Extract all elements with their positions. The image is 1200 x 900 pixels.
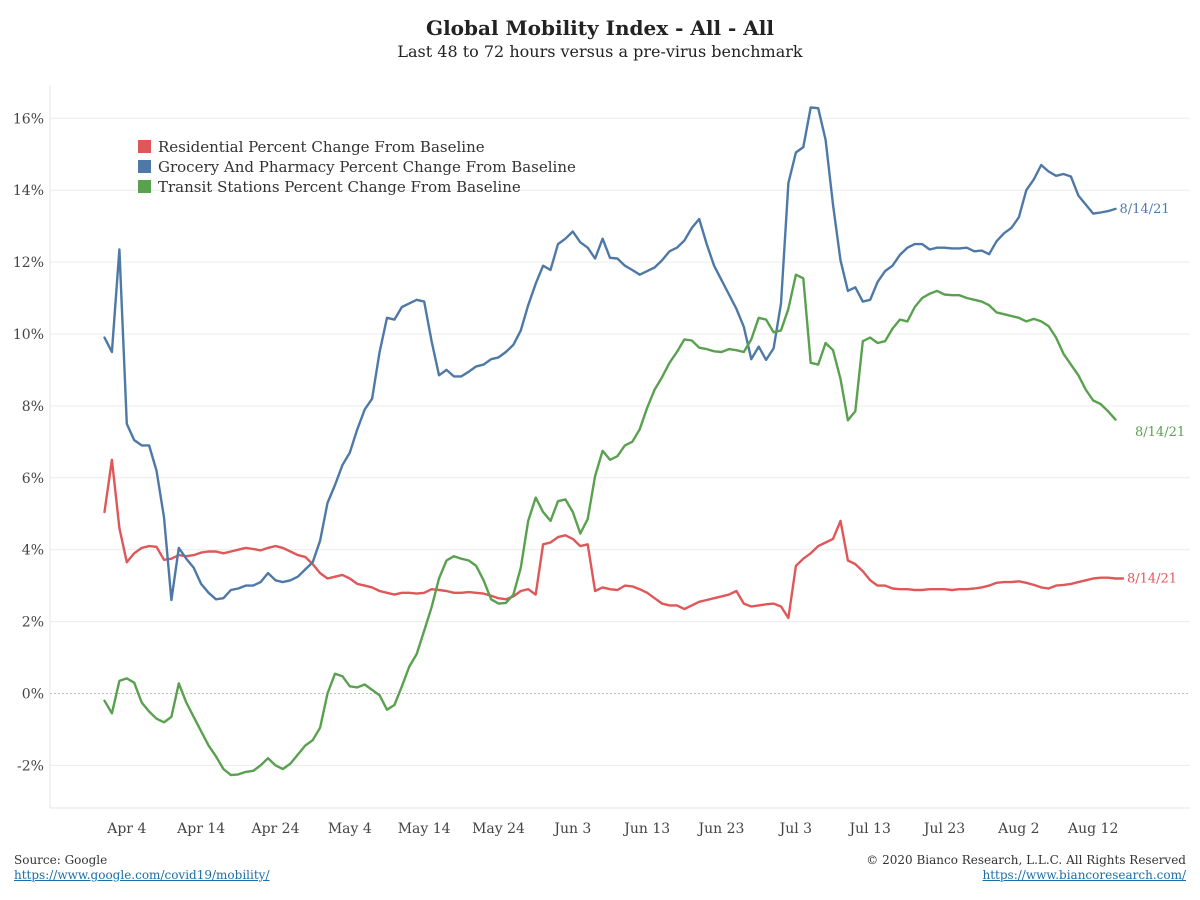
site-link[interactable]: https://www.biancoresearch.com/: [982, 868, 1186, 882]
legend-label: Transit Stations Percent Change From Bas…: [158, 178, 521, 196]
x-axis: Apr 4 Apr 14 Apr 24 May 4 May 14 May 24 Jun 3 J…: [50, 807, 1190, 837]
x-tick-label: Aug 12: [1067, 821, 1118, 837]
legend-label: Grocery And Pharmacy Percent Change From…: [158, 158, 576, 176]
y-tick-label: 10%: [13, 327, 44, 343]
legend-swatch: [138, 140, 151, 153]
copyright-text: © 2020 Bianco Research, L.L.C. All Right…: [866, 853, 1186, 867]
y-tick-label: 8%: [22, 399, 44, 415]
x-tick-label: Jun 3: [552, 821, 591, 837]
series-end-labels: 8/14/21 8/14/21 8/14/21: [1120, 202, 1186, 587]
source-block: Source: Google https://www.google.com/co…: [14, 853, 269, 883]
x-tick-label: Aug 2: [997, 821, 1039, 837]
x-tick-label: Jun 23: [697, 821, 745, 837]
y-tick-label: 4%: [22, 543, 44, 559]
y-tick-label: -2%: [17, 758, 44, 774]
copyright-block: © 2020 Bianco Research, L.L.C. All Right…: [866, 853, 1186, 883]
x-tick-label: Jul 23: [922, 821, 965, 837]
y-tick-label: 2%: [22, 615, 44, 631]
x-tick-label: Apr 14: [176, 821, 225, 837]
x-tick-label: Jun 13: [622, 821, 670, 837]
y-tick-label: 14%: [13, 183, 44, 199]
series-lines: [103, 106, 1125, 777]
series-line-1: [103, 106, 1117, 602]
x-tick-label: Apr 24: [250, 821, 299, 837]
source-link[interactable]: https://www.google.com/covid19/mobility/: [14, 868, 270, 882]
series-end-label: 8/14/21: [1120, 202, 1170, 217]
y-tick-label: 6%: [22, 471, 44, 487]
legend-swatch: [138, 160, 151, 173]
y-tick-label: 0%: [22, 687, 44, 703]
series-end-label: 8/14/21: [1127, 571, 1177, 586]
x-tick-label: Jul 3: [778, 821, 812, 837]
x-tick-label: Jul 13: [848, 821, 891, 837]
legend: Residential Percent Change From Baseline…: [138, 138, 576, 196]
series-line-2: [103, 273, 1117, 777]
y-tick-label: 12%: [13, 255, 44, 271]
source-label: Source: Google: [14, 853, 108, 867]
series-line-0: [103, 458, 1125, 620]
x-tick-label: May 4: [328, 821, 372, 837]
x-tick-label: May 14: [398, 821, 451, 837]
chart-title: Global Mobility Index - All - All: [425, 16, 774, 40]
series-end-label: 8/14/21: [1135, 425, 1185, 440]
x-tick-label: May 24: [472, 821, 525, 837]
legend-label: Residential Percent Change From Baseline: [158, 138, 485, 156]
x-tick-label: Apr 4: [106, 821, 146, 837]
chart-subtitle: Last 48 to 72 hours versus a pre-virus b…: [397, 42, 803, 61]
legend-swatch: [138, 180, 151, 193]
y-axis: -2% 0% 2% 4% 6% 8% 10% 12% 14% 16%: [13, 85, 51, 808]
y-tick-label: 16%: [13, 111, 44, 127]
